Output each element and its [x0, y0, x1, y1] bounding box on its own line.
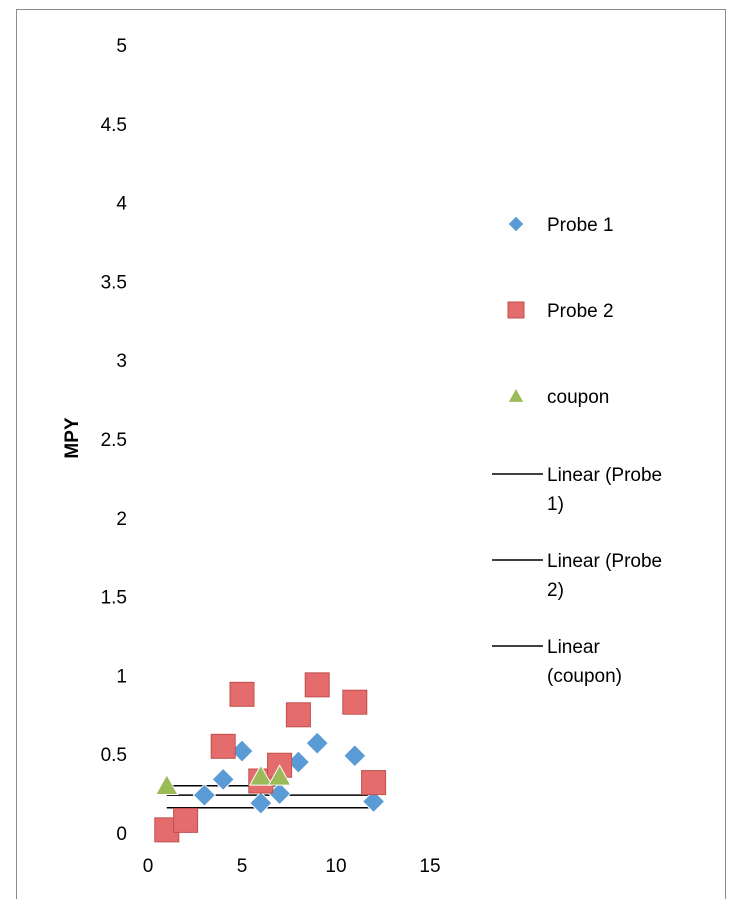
legend-label: coupon: [547, 387, 609, 408]
probe-2-point: [285, 702, 311, 728]
legend-label: Probe 1: [547, 215, 614, 236]
y-tick-label: 1: [116, 666, 127, 687]
y-tick-label: 3: [116, 351, 127, 372]
y-tick-label: 2.5: [101, 430, 127, 451]
y-tick-label: 5: [116, 36, 127, 57]
x-axis-ticks: 0 5 10 15: [143, 856, 441, 877]
legend-square-symbol: [507, 301, 525, 319]
legend-label: Linear (Probe: [547, 465, 662, 486]
legend-label: Linear: [547, 637, 600, 658]
x-tick-label: 15: [419, 856, 440, 877]
legend: Probe 1 Probe 2 coupon Linear (Probe 1) Linea…: [492, 215, 662, 687]
data-markers: [154, 672, 387, 843]
legend-label: 1): [547, 494, 564, 515]
y-axis-title: MPY: [62, 417, 83, 459]
y-tick-label: 3.5: [101, 272, 127, 293]
probe-1-point: [305, 731, 329, 755]
legend-label: Linear (Probe: [547, 551, 662, 572]
coupon-point: [154, 773, 179, 796]
x-tick-label: 10: [325, 856, 346, 877]
legend-triangle-symbol: [507, 386, 525, 403]
probe-1-point: [211, 767, 235, 792]
probe-1-point: [192, 783, 217, 807]
probe-2-point: [229, 681, 255, 707]
probe-2-point: [342, 689, 368, 715]
y-tick-label: 2: [116, 509, 127, 530]
legend-label: 2): [547, 580, 564, 601]
x-tick-label: 0: [143, 856, 154, 877]
y-tick-label: 4: [116, 194, 127, 215]
y-tick-label: 0: [116, 824, 127, 845]
y-tick-label: 0.5: [101, 745, 127, 766]
probe-1-point: [361, 789, 386, 814]
probe-2-point: [173, 807, 199, 833]
legend-label: Probe 2: [547, 301, 614, 322]
probe-2-point: [361, 770, 387, 796]
coupon-point: [267, 764, 292, 786]
probe-1-point: [249, 791, 273, 815]
coupon-point: [248, 764, 273, 786]
probe-2-point: [210, 733, 236, 759]
probe-1-point: [343, 744, 367, 768]
chart-frame: [16, 9, 726, 899]
y-tick-label: 4.5: [101, 115, 127, 136]
legend-label: (coupon): [547, 666, 622, 687]
y-tick-label: 1.5: [101, 588, 127, 609]
probe-2-point: [304, 672, 330, 698]
legend-diamond-symbol: [507, 215, 525, 233]
y-axis-ticks: 0 0.5 1 1.5 2 2.5 3 3.5 4 4.5 5: [101, 36, 128, 845]
x-tick-label: 5: [237, 856, 248, 877]
probe-2-point: [154, 817, 180, 843]
